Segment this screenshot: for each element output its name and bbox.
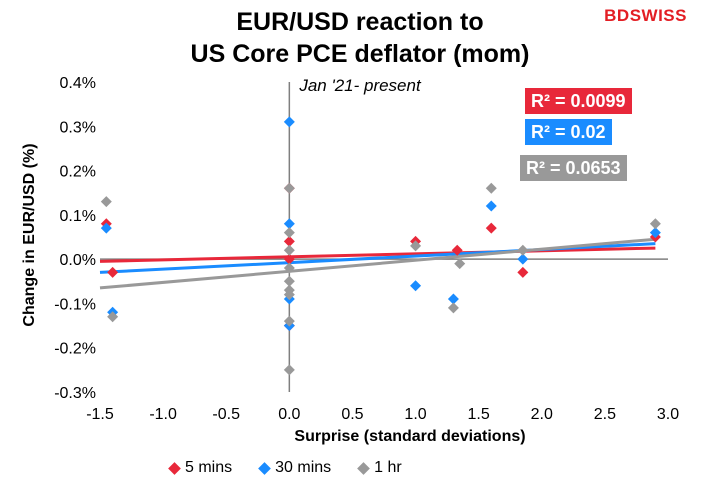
data-point-30-mins	[485, 200, 497, 212]
data-point-1-hr	[283, 262, 295, 274]
x-tick-label: -0.5	[212, 406, 240, 423]
y-tick-label: -0.3%	[54, 385, 96, 402]
data-point-30-mins	[447, 293, 459, 305]
y-tick-label: 0.3%	[60, 119, 96, 136]
data-point-1-hr	[283, 182, 295, 194]
x-tick-label: -1.0	[149, 406, 177, 423]
data-point-1-hr	[100, 196, 112, 208]
legend-item-30-mins: 30 mins	[258, 459, 332, 477]
data-point-30-mins	[100, 222, 112, 234]
chart-subtitle: Jan '21- present	[299, 76, 421, 95]
data-point-30-mins	[410, 280, 422, 292]
data-point-5-mins	[517, 266, 529, 278]
legend-label-30-mins: 30 mins	[275, 459, 332, 476]
legend-marker-5-mins	[168, 461, 181, 475]
chart-title-line-1: EUR/USD reaction to	[236, 8, 484, 36]
data-point-1-hr	[447, 302, 459, 314]
data-point-1-hr	[283, 275, 295, 287]
data-point-1-hr	[454, 258, 466, 270]
logo-swiss: SWISS	[629, 6, 687, 25]
x-tick-label: -1.5	[86, 406, 114, 423]
data-point-1-hr	[107, 311, 119, 323]
data-point-5-mins	[283, 235, 295, 247]
data-point-5-mins	[107, 266, 119, 278]
trendline-1-hr	[99, 237, 656, 290]
x-tick-label: 3.0	[657, 406, 679, 423]
data-point-30-mins	[649, 227, 661, 239]
y-tick-label: 0.2%	[60, 164, 96, 181]
legend-marker-30-mins	[258, 461, 271, 475]
x-tick-label: 1.5	[468, 406, 490, 423]
data-point-1-hr	[283, 244, 295, 256]
data-point-5-mins	[283, 253, 295, 265]
y-axis-label: Change in EUR/USD (%)	[21, 143, 38, 327]
x-tick-label: 2.5	[594, 406, 616, 423]
y-tick-label: -0.2%	[54, 341, 96, 358]
bdswiss-logo: BDSWISS	[604, 6, 687, 26]
legend-item-5-mins: 5 mins	[168, 459, 233, 477]
trendline-5-mins	[99, 246, 656, 263]
data-point-1-hr	[649, 218, 661, 230]
x-tick-label: 1.0	[404, 406, 426, 423]
y-tick-label: 0.0%	[60, 252, 96, 269]
data-point-1-hr	[517, 244, 529, 256]
data-point-30-mins	[517, 253, 529, 265]
legend-label-5-mins: 5 mins	[185, 459, 233, 476]
data-point-30-mins	[283, 116, 295, 128]
chart-title-line-2: US Core PCE deflator (mom)	[190, 40, 530, 68]
y-tick-label: 0.4%	[60, 75, 96, 92]
r2-label-30-mins: R² = 0.02	[525, 119, 612, 145]
legend: 5 mins 30 mins 1 hr	[168, 459, 402, 477]
data-point-1-hr	[283, 289, 295, 301]
x-tick-label: 0.5	[341, 406, 363, 423]
r2-label-5-mins: R² = 0.0099	[525, 88, 632, 114]
data-point-5-mins	[451, 244, 463, 256]
data-point-1-hr	[283, 364, 295, 376]
legend-label-1-hr: 1 hr	[374, 459, 402, 476]
legend-marker-1-hr	[357, 461, 371, 475]
x-axis-label: Surprise (standard deviations)	[294, 428, 526, 445]
data-point-1-hr	[283, 315, 295, 327]
y-tick-label: 0.1%	[60, 208, 96, 225]
logo-bd: BD	[604, 6, 630, 25]
data-point-5-mins	[485, 222, 497, 234]
legend-item-1-hr: 1 hr	[357, 459, 402, 477]
data-point-1-hr	[485, 182, 497, 194]
data-point-1-hr	[410, 240, 422, 252]
x-tick-label: 2.0	[531, 406, 553, 423]
data-point-1-hr	[283, 227, 295, 239]
data-point-30-mins	[283, 218, 295, 230]
r2-label-1-hr: R² = 0.0653	[520, 155, 627, 181]
y-tick-label: -0.1%	[54, 296, 96, 313]
x-tick-label: 0.0	[278, 406, 300, 423]
